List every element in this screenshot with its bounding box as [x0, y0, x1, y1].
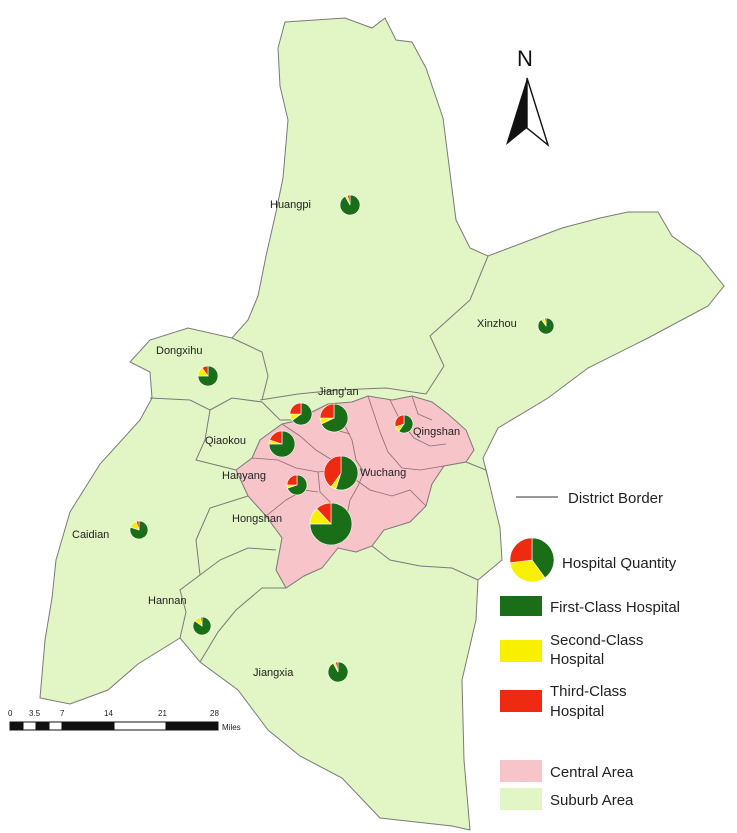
legend-hospital-quantity: Hospital Quantity — [562, 555, 677, 572]
label-hongshan: Hongshan — [232, 513, 282, 525]
legend-second-class-line2: Hospital — [550, 651, 604, 668]
pie-jiangan — [319, 403, 349, 433]
pie-hongshan-third-slice — [316, 502, 332, 525]
pie-qingshan — [394, 414, 414, 434]
label-qingshan: Qingshan — [413, 426, 460, 438]
label-wuchang: Wuchang — [360, 467, 406, 479]
pie-caidian-third-slice — [135, 520, 140, 531]
pie-qiaokou — [268, 430, 296, 458]
hospital-pies — [129, 194, 555, 683]
scale-unit: Miles — [222, 723, 241, 732]
pie-jiangxia — [327, 661, 349, 683]
pie-hongshan-first-slice — [309, 502, 353, 546]
scale-tick-2: 7 — [60, 709, 65, 718]
district-borders — [149, 255, 489, 663]
label-hannan: Hannan — [148, 595, 187, 607]
pie-hanyang-third-slice — [286, 474, 298, 486]
pie-jiangan_w — [289, 402, 313, 426]
scale-bar: 0 3.5 7 14 21 28 Miles — [8, 709, 241, 732]
label-dongxihu: Dongxihu — [156, 345, 202, 357]
legend-suburb-swatch — [500, 788, 542, 810]
legend-central-area: Central Area — [550, 764, 634, 781]
pie-caidian — [129, 520, 149, 540]
label-huangpi: Huangpi — [270, 199, 311, 211]
scale-tick-0: 0 — [8, 709, 13, 718]
legend-third-class-line1: Third-Class — [550, 683, 627, 700]
scale-bar-segments — [9, 721, 219, 731]
pie-qiaokou-third-slice — [269, 430, 283, 445]
legend-second-class-line1: Second-Class — [550, 632, 643, 649]
scale-tick-1: 3.5 — [29, 709, 41, 718]
pie-jiangxia-third-slice — [335, 661, 339, 673]
pie-jiangan_w-first-slice — [291, 402, 313, 426]
scale-tick-3: 14 — [104, 709, 113, 718]
pie-jiangan_w-third-slice — [289, 402, 302, 415]
legend-second-swatch — [500, 640, 542, 662]
pie-dongxihu — [197, 365, 219, 387]
legend-pie-first-slice — [531, 537, 555, 579]
pie-qingshan-first-slice — [398, 414, 414, 434]
legend-central-swatch — [500, 760, 542, 782]
legend-first-class: First-Class Hospital — [550, 599, 680, 616]
pie-xinzhou — [537, 317, 555, 335]
legend-pie-third-slice — [509, 537, 533, 564]
legend: District Border Hospital Quantity First-… — [500, 490, 680, 810]
scale-tick-4: 21 — [158, 709, 167, 718]
pie-hanyang — [286, 474, 308, 496]
scale-tick-5: 28 — [210, 709, 219, 718]
district-labels: Huangpi Xinzhou Dongxihu Jiang'an Qingsh… — [72, 199, 517, 679]
north-arrow-icon: N — [506, 46, 550, 148]
label-jiangan: Jiang'an — [318, 386, 359, 398]
pie-wuchang — [323, 455, 359, 491]
pie-jiangan-third-slice — [319, 403, 335, 419]
central-district-borders — [251, 395, 447, 521]
legend-third-swatch — [500, 690, 542, 712]
legend-suburb-area: Suburb Area — [550, 792, 634, 809]
pie-xinzhou-third-slice — [544, 317, 547, 327]
north-label: N — [517, 46, 533, 71]
label-xinzhou: Xinzhou — [477, 318, 517, 330]
pie-hongshan — [309, 502, 353, 546]
legend-pie-second-slice — [509, 559, 546, 583]
label-caidian: Caidian — [72, 529, 109, 541]
legend-pie-icon — [509, 537, 555, 583]
pie-hannan — [192, 616, 212, 636]
legend-first-swatch — [500, 596, 542, 616]
pie-huangpi-third-slice — [347, 194, 351, 206]
label-hanyang: Hanyang — [222, 470, 266, 482]
pie-qingshan-third-slice — [394, 414, 405, 428]
pie-huangpi — [339, 194, 361, 216]
label-jiangxia: Jiangxia — [253, 667, 294, 679]
label-qiaokou: Qiaokou — [205, 435, 246, 447]
pie-dongxihu-third-slice — [201, 365, 209, 377]
legend-pie — [509, 537, 555, 583]
pie-jiangan-first-slice — [320, 403, 349, 433]
legend-district-border: District Border — [568, 490, 663, 507]
pie-wuchang-first-slice — [335, 455, 359, 491]
pie-hannan-third-slice — [199, 616, 203, 627]
pie-wuchang-third-slice — [323, 455, 342, 488]
legend-third-class-line2: Hospital — [550, 703, 604, 720]
